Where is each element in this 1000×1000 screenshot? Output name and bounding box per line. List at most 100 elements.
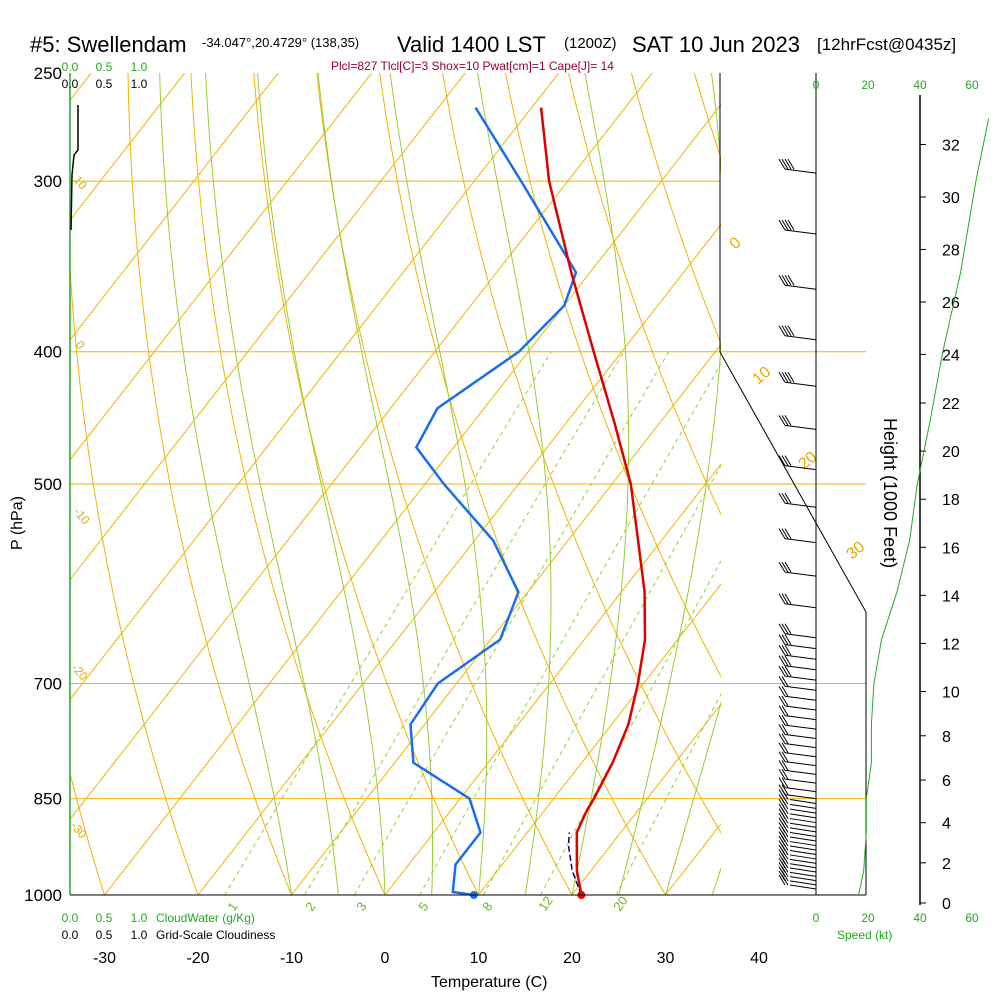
- wind-barb-shaft: [784, 465, 817, 471]
- wind-barb-flag: [781, 724, 789, 735]
- wind-barb-shaft: [789, 813, 817, 819]
- wind-barb-flag: [787, 325, 795, 336]
- wind-barb-flag: [781, 655, 789, 667]
- dewpoint-line: [409, 106, 578, 897]
- wind-barb-shaft: [789, 845, 817, 851]
- cloudiness-profile: [70, 105, 79, 231]
- wind-barb-shaft: [789, 831, 817, 837]
- wind-barb-shaft: [784, 778, 817, 784]
- wind-barb-flag: [784, 415, 792, 426]
- wind-barb-shaft: [784, 571, 817, 577]
- frame-diagonal: [719, 351, 867, 895]
- wind-barb-shaft: [784, 724, 817, 730]
- wind-barb-flag: [778, 777, 786, 788]
- wind-barb-flag: [784, 593, 792, 604]
- wind-barb-flag: [778, 665, 786, 677]
- height-tick-label: 14: [942, 588, 960, 605]
- wind-barb-flag: [778, 371, 786, 383]
- wind-barb-shaft: [784, 715, 817, 721]
- isotherm-line: [197, 223, 721, 895]
- wind-barb-shaft: [789, 850, 817, 856]
- mixing-ratio-label: 3: [353, 899, 369, 914]
- mixing-ratio-line: [304, 351, 625, 895]
- wind-barb-flag: [781, 593, 789, 604]
- speed-tick-bottom: 20: [861, 911, 875, 925]
- cloudwater-label: CloudWater (g/Kg): [156, 911, 255, 925]
- wind-barb-flag: [778, 835, 786, 847]
- adiabat-label: 20: [796, 449, 821, 474]
- moist-adiabat-line: [205, 73, 339, 895]
- wind-barb-flag: [784, 623, 792, 634]
- wind-barb-shaft: [784, 168, 817, 174]
- wind-barb-shaft: [784, 424, 817, 430]
- wind-barb-shaft: [784, 705, 817, 711]
- adiabat-label: 10: [750, 364, 775, 389]
- wind-barb-flag: [784, 645, 792, 656]
- wind-barb-shaft: [784, 644, 817, 650]
- wind-barb-flag: [778, 803, 786, 815]
- speed-tick-top: 60: [965, 78, 979, 92]
- adiabat-label-left: 0: [73, 338, 88, 352]
- station-title: #5: Swellendam: [30, 32, 187, 57]
- cloudwater-tick-bottom: 0.5: [96, 911, 113, 925]
- speed-tick-bottom: 40: [913, 911, 927, 925]
- wind-barb-shaft: [789, 867, 817, 873]
- wind-barb-flag: [778, 870, 786, 882]
- wind-barb-shaft: [789, 827, 817, 833]
- cloudiness-tick-bottom: 0.0: [62, 928, 79, 942]
- wind-barb-shaft: [789, 858, 817, 864]
- temperature-tick-label: -10: [280, 950, 303, 967]
- pressure-tick-label: 1000: [24, 886, 62, 905]
- wind-barb-flag: [781, 634, 789, 645]
- wind-barb-shaft: [784, 743, 817, 749]
- wind-barb-flag: [778, 857, 786, 869]
- mixing-ratio-label: 2: [302, 899, 318, 914]
- wind-barb-flag: [778, 866, 786, 877]
- wind-barb-flag: [778, 812, 786, 824]
- wind-barb-flag: [784, 492, 792, 504]
- wind-barb-flag: [778, 623, 786, 634]
- wind-barb-shaft: [784, 538, 817, 544]
- wind-barb-flag: [778, 822, 786, 833]
- y-axis-title: P (hPa): [9, 496, 26, 550]
- background-lines: [70, 73, 1000, 896]
- wind-barb-shaft: [784, 229, 817, 235]
- indices-text: Plcl=827 Tlcl[C]=3 Shox=10 Pwat[cm]=1 Ca…: [331, 59, 614, 73]
- parcel-line: [567, 832, 583, 896]
- mixing-ratio-label: 8: [479, 899, 495, 914]
- isotherm-line: [853, 73, 1000, 895]
- height-tick-label: 26: [942, 295, 960, 312]
- wind-barb-flag: [781, 415, 789, 426]
- pressure-tick-label: 850: [34, 790, 62, 809]
- adiabat-label-left: -30: [68, 819, 90, 842]
- wind-barb-flag: [778, 853, 786, 864]
- dry-adiabat-line: [253, 73, 479, 895]
- temperature-line: [539, 107, 647, 896]
- height-tick-label: 0: [942, 896, 951, 913]
- wind-barb-flag: [781, 455, 789, 466]
- wind-barb-flag: [778, 798, 786, 810]
- speed-label: Speed (kt): [837, 928, 892, 942]
- temperature-tick-label: -20: [186, 950, 209, 967]
- x-axis-title: Temperature (C): [431, 974, 547, 991]
- height-tick-label: 8: [942, 729, 951, 746]
- dry-adiabat-line: [505, 73, 721, 678]
- wind-barb-shaft: [784, 603, 817, 609]
- cloudiness-label: Grid-Scale Cloudiness: [156, 928, 275, 942]
- mixing-ratio-label: 12: [535, 893, 556, 913]
- wind-barb-shaft: [784, 733, 817, 739]
- mixing-ratio-line: [482, 464, 721, 895]
- wind-barb-flag: [778, 874, 786, 886]
- mixing-ratio-line: [353, 351, 670, 895]
- wind-barb-shaft: [789, 808, 817, 814]
- moist-adiabat-line: [571, 73, 630, 895]
- wind-barb-flag: [778, 831, 786, 842]
- cloudiness-tick-bottom: 0.5: [96, 928, 113, 942]
- wind-barb-shaft: [784, 769, 817, 775]
- valid-time: Valid 1400 LST: [397, 32, 546, 57]
- moist-adiabat-line: [477, 73, 552, 895]
- wind-barb-flag: [781, 742, 789, 753]
- wind-barb-flag: [778, 768, 786, 780]
- dry-adiabat-line: [442, 73, 721, 834]
- speed-tick-bottom: 0: [813, 911, 820, 925]
